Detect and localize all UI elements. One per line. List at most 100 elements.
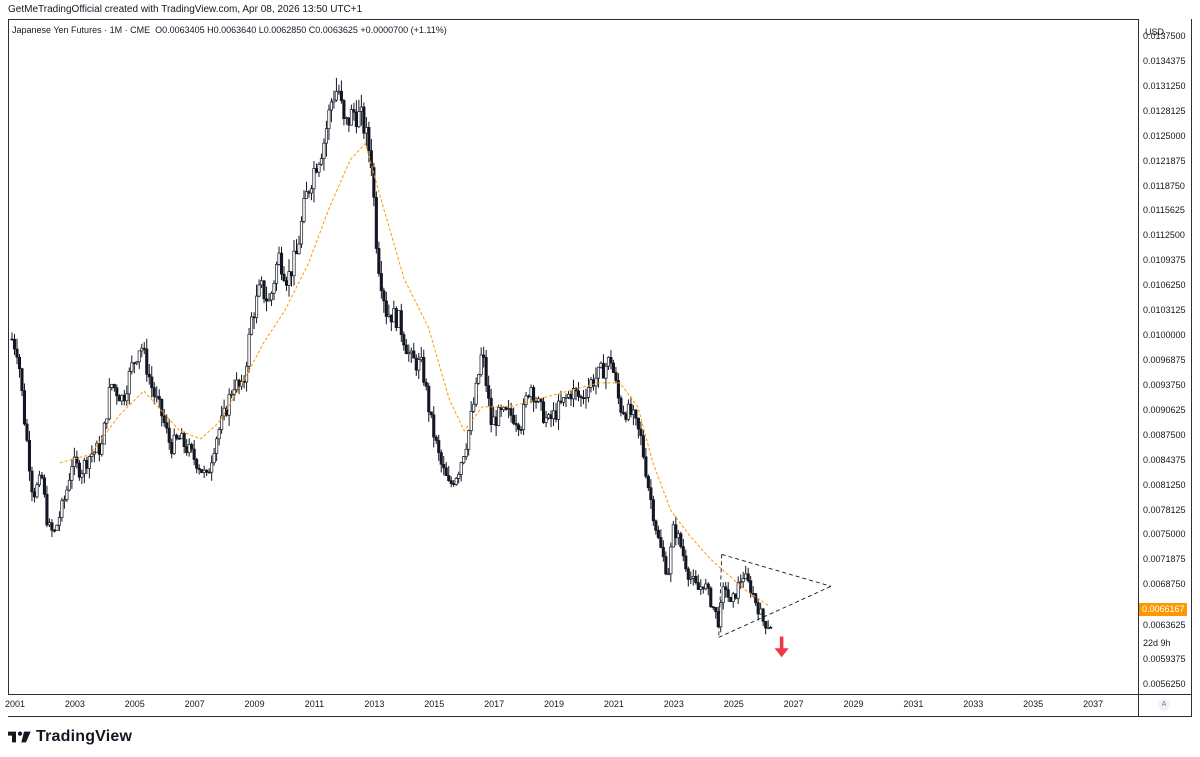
candle-body — [686, 568, 690, 580]
candle-body — [384, 300, 388, 317]
candle-body — [369, 150, 373, 168]
time-tick-label: 2025 — [723, 699, 744, 709]
auto-scale-button[interactable]: A — [1158, 699, 1170, 711]
candle-body — [544, 417, 548, 423]
candle-body — [107, 387, 111, 420]
candle-body — [137, 350, 141, 363]
moving-average-line — [59, 142, 770, 607]
candle-body — [467, 430, 471, 450]
candle-body — [220, 415, 224, 430]
candle-body — [62, 499, 66, 502]
candle-body — [609, 357, 613, 364]
symbol-name[interactable]: Japanese Yen Futures · 1M · CME — [12, 25, 151, 35]
candle-body — [444, 467, 448, 476]
candle-body — [75, 456, 79, 464]
candle-body — [594, 377, 598, 387]
candle-body — [70, 466, 74, 481]
time-tick-label: 2037 — [1083, 699, 1104, 709]
candle-body — [50, 522, 54, 531]
price-tick-label: 0.0081250 — [1143, 479, 1186, 490]
candle-body — [60, 500, 64, 518]
candle-body — [434, 436, 438, 441]
candle-body — [299, 220, 304, 245]
price-tick-label: 0.0125000 — [1143, 130, 1186, 141]
candle-body — [382, 290, 386, 302]
candle-body — [267, 299, 271, 302]
time-tick-label: 2005 — [124, 699, 145, 709]
candle-body — [357, 111, 361, 128]
price-tick-label: 0.0115625 — [1143, 205, 1185, 216]
candle-body — [172, 434, 176, 454]
candle-body — [55, 524, 59, 531]
candle-body — [764, 620, 768, 629]
candle-body — [487, 385, 491, 399]
candle-body — [462, 456, 466, 464]
candle-body — [479, 354, 483, 375]
candle-body — [317, 163, 321, 173]
candle-body — [322, 142, 326, 159]
current-price-badge: 0.0066167 — [1139, 603, 1187, 616]
candle-body — [561, 397, 566, 403]
candle-body — [664, 556, 668, 575]
candle-body — [262, 280, 266, 300]
candle-body — [112, 384, 116, 389]
candle-body — [175, 434, 179, 439]
candle-body — [649, 487, 653, 501]
candle-body — [27, 440, 32, 472]
candle-body — [339, 90, 343, 101]
candle-body — [437, 440, 441, 453]
candle-body — [205, 469, 209, 473]
candle-body — [484, 357, 488, 386]
candle-body — [195, 459, 199, 469]
currency-label[interactable]: USD — [1145, 27, 1165, 37]
candle-body — [474, 382, 478, 405]
candle-body — [105, 418, 109, 424]
candle-body — [424, 382, 428, 387]
candle-body — [342, 100, 346, 119]
candle-body — [684, 555, 688, 570]
candle-body — [689, 577, 693, 580]
price-tick-label: 0.0056250 — [1143, 679, 1186, 690]
tradingview-logo[interactable]: TradingView — [8, 727, 132, 747]
candle-body — [207, 471, 211, 474]
candle-body — [282, 273, 286, 281]
candle-body — [324, 128, 328, 144]
time-tick-label: 2001 — [4, 699, 25, 709]
candle-body — [165, 422, 169, 429]
price-tick-label: 0.0100000 — [1143, 330, 1186, 341]
candle-body — [404, 344, 408, 355]
candle-body — [304, 191, 309, 199]
candle-body — [302, 198, 306, 222]
candle-body — [439, 452, 443, 465]
candle-body — [459, 462, 463, 475]
candle-body — [532, 387, 536, 402]
price-tick-label: 0.0075000 — [1143, 529, 1186, 540]
candle-body — [15, 348, 19, 358]
price-tick-label: 0.0134375 — [1143, 55, 1186, 66]
time-tick-label: 2035 — [1023, 699, 1044, 709]
candle-body — [646, 476, 650, 489]
candle-body — [372, 167, 376, 198]
candle-body — [319, 158, 323, 165]
candle-body — [255, 295, 259, 318]
candle-body — [739, 581, 743, 584]
price-tick-label: 0.0128125 — [1143, 105, 1186, 116]
candle-body — [754, 593, 758, 604]
candle-body — [571, 388, 576, 400]
attribution-text: GetMeTradingOfficial created with Tradin… — [8, 4, 363, 15]
candle-body — [152, 387, 156, 397]
candle-body — [659, 537, 663, 548]
candle-body — [245, 365, 249, 383]
candle-body — [417, 359, 421, 371]
time-tick-label: 2021 — [603, 699, 624, 709]
candle-body — [232, 389, 236, 395]
candle-body — [407, 352, 411, 355]
candle-body — [367, 126, 371, 151]
plot-area[interactable] — [8, 19, 1138, 694]
candle-body — [115, 387, 119, 397]
candle-body — [100, 443, 104, 455]
time-tick-label: 2033 — [963, 699, 984, 709]
time-tick-label: 2017 — [484, 699, 505, 709]
time-tick-label: 2007 — [184, 699, 205, 709]
